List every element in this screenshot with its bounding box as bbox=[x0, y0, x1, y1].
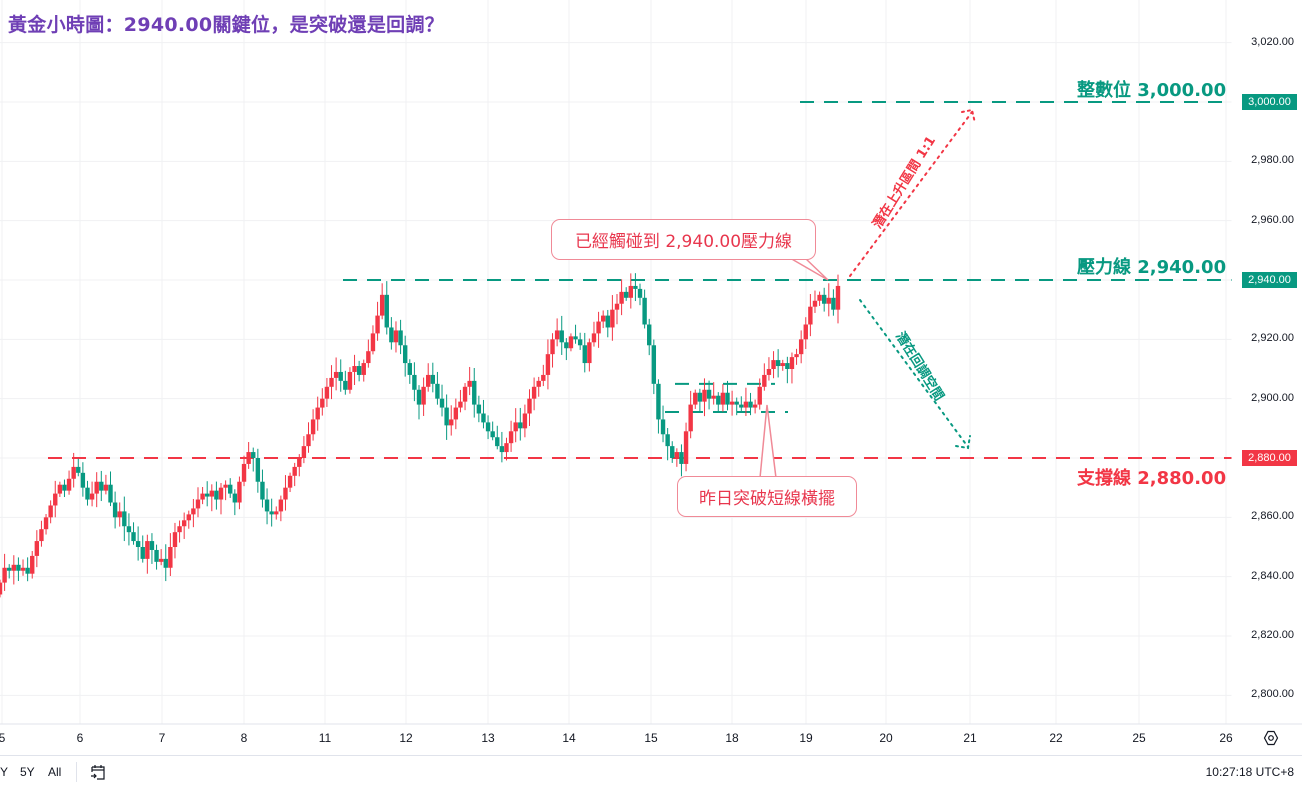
time-axis-label: 22 bbox=[1049, 731, 1063, 745]
round-number-label: 整數位 3,000.00 bbox=[1077, 80, 1227, 101]
clock-timezone[interactable]: 10:27:18 UTC+8 bbox=[1205, 765, 1294, 779]
price-axis-label: 2,920.00 bbox=[1251, 332, 1294, 345]
time-axis-label: 7 bbox=[158, 731, 166, 745]
price-axis-label: 2,800.00 bbox=[1251, 688, 1294, 701]
bottom-toolbar: Y 5Y All 10:27:18 UTC+8 bbox=[0, 755, 1302, 789]
price-level-badge: 2,940.00 bbox=[1242, 272, 1297, 288]
horizontal-levels bbox=[48, 100, 1232, 460]
price-axis-label: 2,820.00 bbox=[1251, 629, 1294, 641]
time-axis-label: 20 bbox=[879, 731, 893, 745]
time-axis-label: 25 bbox=[1132, 731, 1146, 745]
time-axis-label: 26 bbox=[1219, 731, 1233, 745]
time-axis-label: 8 bbox=[240, 731, 248, 745]
time-axis-label: 18 bbox=[725, 731, 739, 745]
time-axis-label: 6 bbox=[76, 731, 84, 745]
range-5y-button[interactable]: 5Y bbox=[20, 765, 35, 779]
time-axis-label: 5 bbox=[0, 731, 6, 745]
time-axis-label: 12 bbox=[399, 731, 413, 745]
time-axis-label: 14 bbox=[562, 731, 576, 745]
price-axis-label: 2,840.00 bbox=[1251, 569, 1294, 582]
resistance-label: 壓力線 2,940.00 bbox=[1077, 257, 1227, 278]
range-1y-button[interactable]: Y bbox=[0, 765, 9, 779]
grid-lines bbox=[0, 0, 1232, 724]
range-all-button[interactable]: All bbox=[48, 765, 62, 779]
time-axis-label: 15 bbox=[644, 731, 658, 745]
chart-title: 黃金小時圖：2940.00關鍵位，是突破還是回調？ bbox=[8, 14, 445, 36]
go-to-date-icon[interactable] bbox=[89, 763, 107, 781]
price-level-badge: 2,880.00 bbox=[1242, 450, 1297, 466]
toolbar-divider bbox=[76, 762, 77, 782]
candles bbox=[0, 273, 841, 598]
price-axis-label: 2,860.00 bbox=[1251, 510, 1294, 523]
price-level-badge: 3,000.00 bbox=[1242, 93, 1297, 110]
price-axis-label: 2,900.00 bbox=[1251, 391, 1294, 404]
axis-settings-icon[interactable] bbox=[1263, 730, 1279, 746]
support-label: 支撐線 2,880.00 bbox=[1077, 468, 1227, 489]
time-axis-label: 19 bbox=[799, 731, 813, 745]
time-axis-label: 21 bbox=[963, 731, 977, 745]
price-axis-label: 2,980.00 bbox=[1251, 154, 1294, 167]
price-axis-label: 2,960.00 bbox=[1251, 213, 1294, 226]
callout-touched-resistance: 已經觸碰到 2,940.00壓力線 bbox=[551, 219, 816, 260]
time-axis-label: 11 bbox=[318, 731, 332, 745]
callout-yesterday-breakout: 昨日突破短線橫擺 bbox=[677, 476, 857, 517]
time-axis-label: 13 bbox=[481, 731, 495, 745]
drawing-overlays bbox=[759, 108, 976, 479]
price-axis-label: 3,020.00 bbox=[1251, 35, 1294, 48]
